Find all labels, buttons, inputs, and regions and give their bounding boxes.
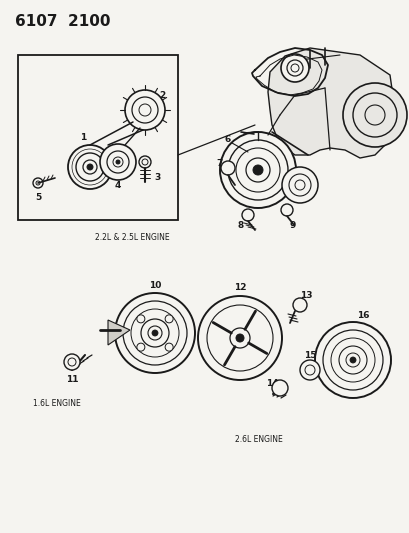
Circle shape <box>68 145 112 189</box>
FancyBboxPatch shape <box>118 293 186 365</box>
Circle shape <box>137 315 144 323</box>
Text: 6: 6 <box>224 135 231 144</box>
Text: 7: 7 <box>216 158 222 167</box>
Circle shape <box>236 334 243 342</box>
Text: 2.6L ENGINE: 2.6L ENGINE <box>234 435 282 445</box>
Text: 5: 5 <box>35 193 41 203</box>
Text: 3: 3 <box>155 174 161 182</box>
Circle shape <box>342 83 406 147</box>
Circle shape <box>100 144 136 180</box>
Circle shape <box>299 360 319 380</box>
Circle shape <box>116 160 120 164</box>
FancyBboxPatch shape <box>18 55 178 220</box>
Text: 12: 12 <box>233 284 246 293</box>
Text: 6107  2100: 6107 2100 <box>15 14 110 29</box>
Circle shape <box>220 132 295 208</box>
Circle shape <box>271 380 287 396</box>
Text: 13: 13 <box>299 292 312 301</box>
Circle shape <box>152 330 157 336</box>
Text: 2.2L & 2.5L ENGINE: 2.2L & 2.5L ENGINE <box>95 233 169 243</box>
Circle shape <box>241 209 254 221</box>
Circle shape <box>292 298 306 312</box>
Polygon shape <box>267 48 394 158</box>
Text: 1: 1 <box>80 133 86 142</box>
Circle shape <box>139 156 151 168</box>
Circle shape <box>198 296 281 380</box>
Circle shape <box>165 343 173 351</box>
Circle shape <box>280 54 308 82</box>
Text: 4: 4 <box>115 181 121 190</box>
Text: 9: 9 <box>289 222 295 230</box>
Circle shape <box>125 90 164 130</box>
Circle shape <box>64 354 80 370</box>
Text: 1.6L ENGINE: 1.6L ENGINE <box>33 399 81 408</box>
Circle shape <box>280 204 292 216</box>
Circle shape <box>33 178 43 188</box>
Text: 10: 10 <box>148 281 161 290</box>
Polygon shape <box>108 320 130 345</box>
Circle shape <box>252 165 262 175</box>
Text: 14: 14 <box>265 378 278 387</box>
Text: 8: 8 <box>237 222 243 230</box>
Text: 2: 2 <box>159 91 165 100</box>
Text: 11: 11 <box>65 376 78 384</box>
Circle shape <box>220 161 234 175</box>
Circle shape <box>314 322 390 398</box>
Text: 16: 16 <box>356 311 369 319</box>
Circle shape <box>165 315 173 323</box>
Circle shape <box>87 164 93 170</box>
Text: 15: 15 <box>303 351 315 359</box>
Circle shape <box>137 343 144 351</box>
Circle shape <box>281 167 317 203</box>
Circle shape <box>115 293 195 373</box>
Circle shape <box>349 357 355 363</box>
